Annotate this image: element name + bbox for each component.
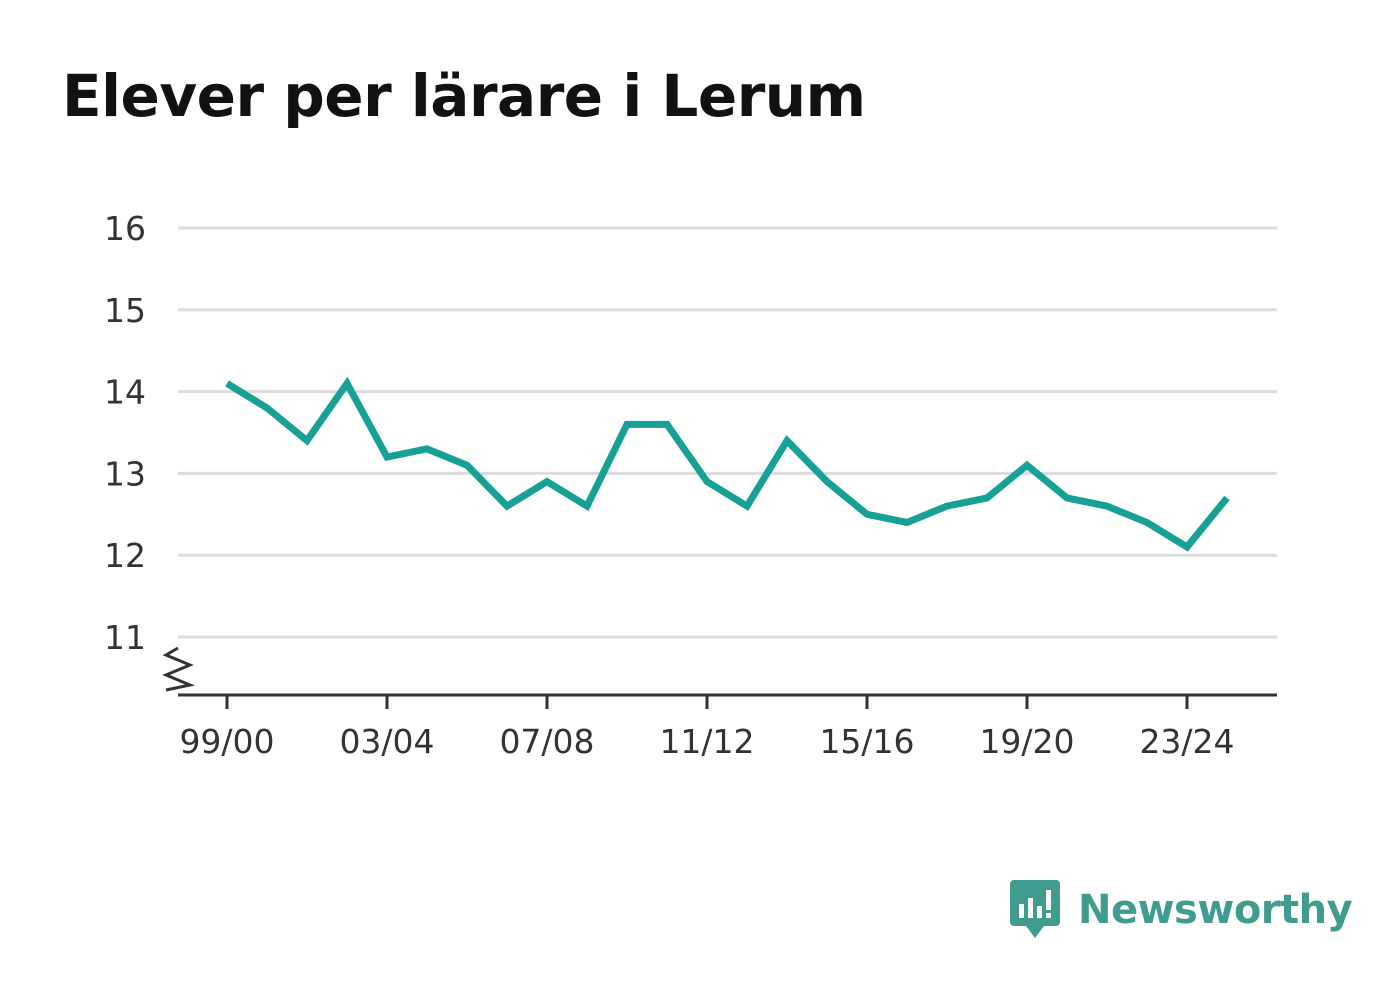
- grid-lines: [178, 226, 1277, 639]
- y-tick-label-16: 16: [104, 209, 146, 248]
- y-axis-break-icon: [162, 646, 196, 692]
- y-tick-label-12: 12: [104, 536, 146, 575]
- y-tick-label-13: 13: [104, 454, 146, 493]
- x-tick-label-19/20: 19/20: [979, 722, 1074, 761]
- y-tick-label-14: 14: [104, 373, 146, 412]
- x-tick-label-07/08: 07/08: [499, 722, 594, 761]
- x-axis-ticks: 99/00 03/04 07/08 11/12 15/16 19/20 23/24: [179, 695, 1235, 761]
- series-layer: [225, 376, 1230, 552]
- y-tick-label-15: 15: [104, 291, 146, 330]
- x-axis: [162, 646, 1277, 697]
- x-tick-label-23/24: 23/24: [1139, 722, 1234, 761]
- y-axis-ticks: 11 12 13 14 15 16: [104, 209, 146, 657]
- x-tick-label-03/04: 03/04: [339, 722, 434, 761]
- newsworthy-logo-icon: [1010, 880, 1060, 938]
- x-tick-label-11/12: 11/12: [659, 722, 754, 761]
- chart-title: Elever per lärare i Lerum: [62, 62, 866, 130]
- newsworthy-brand: Newsworthy: [1010, 880, 1353, 940]
- x-tick-label-99/00: 99/00: [179, 722, 274, 761]
- y-tick-label-11: 11: [104, 618, 146, 657]
- series-line-0: [225, 376, 1230, 552]
- x-tick-label-15/16: 15/16: [819, 722, 914, 761]
- brand-name: Newsworthy: [1078, 887, 1353, 933]
